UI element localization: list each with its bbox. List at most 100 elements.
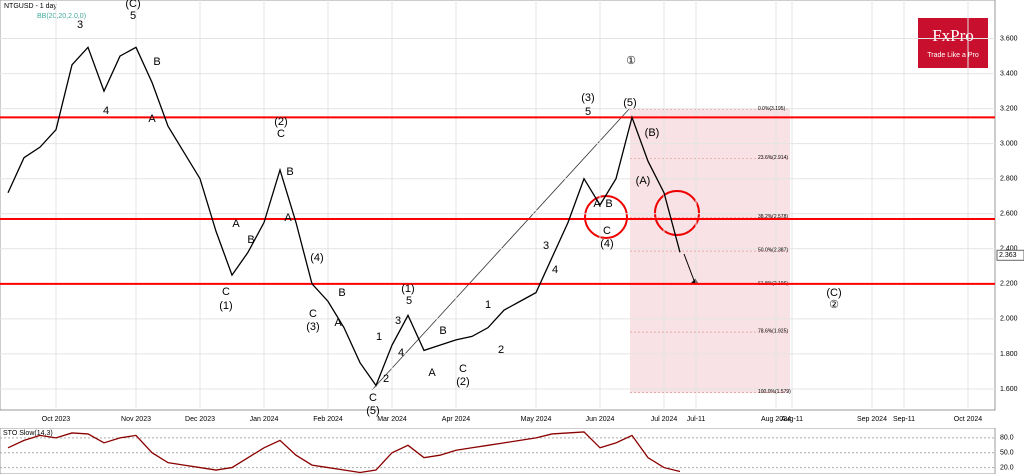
wave-label: ① xyxy=(626,55,636,67)
wave-label: B xyxy=(153,56,160,68)
wave-label: (4) xyxy=(600,238,613,250)
wave-label: C xyxy=(277,128,285,140)
wave-label: (4) xyxy=(310,252,323,264)
wave-label: A xyxy=(148,113,156,125)
fib-label: 50.0%(2.387) xyxy=(758,247,788,253)
wave-label: (5) xyxy=(623,97,636,109)
wave-label: 1 xyxy=(376,331,382,343)
wave-label: 5 xyxy=(406,295,412,307)
y-tick-label: 1.800 xyxy=(1000,351,1018,358)
y-tick-label: 3.600 xyxy=(1000,35,1018,42)
wave-label: 2 xyxy=(498,344,504,356)
wave-label: C xyxy=(309,308,317,320)
wave-label: A xyxy=(593,198,601,210)
logo: FxPro xyxy=(932,26,974,45)
x-tick-label: Apr 2024 xyxy=(442,416,471,423)
wave-label: 3 xyxy=(77,19,83,31)
wave-label: 1 xyxy=(485,299,491,311)
x-tick-label: May 2024 xyxy=(521,416,552,423)
x-tick-label: Nov 2023 xyxy=(121,416,151,423)
y-tick-label: 3.200 xyxy=(1000,105,1018,112)
stochastic-panel: STO Slow(14,3) 20.0 50.0 80.0 xyxy=(0,428,1014,474)
highlight-circle xyxy=(654,190,700,236)
wave-label: (B) xyxy=(645,127,660,139)
indicator-label: BB(20,20,2.0,0) xyxy=(37,13,86,20)
y-tick-label: 1.600 xyxy=(1000,386,1018,393)
wave-label: 4 xyxy=(552,264,558,276)
wave-label: (3) xyxy=(581,92,594,104)
wave-label: B xyxy=(247,234,254,246)
wave-label: 4 xyxy=(103,105,109,117)
logo-tagline: Trade Like a Pro xyxy=(927,52,979,59)
wave-label: (5) xyxy=(366,405,379,417)
wave-label: 5 xyxy=(585,106,591,118)
last-price-box xyxy=(996,249,1024,261)
y-tick-label: 3.000 xyxy=(1000,141,1018,148)
x-tick-label: Jul-11 xyxy=(687,416,706,423)
x-tick-label: Sep 2024 xyxy=(857,416,887,423)
wave-label: (3) xyxy=(306,321,319,333)
y-tick-label: 2.000 xyxy=(1000,316,1018,323)
x-tick-label: Jan 2024 xyxy=(250,416,279,423)
y-tick-label: 80.0 xyxy=(1000,435,1014,442)
wave-label: (1) xyxy=(401,283,414,295)
wave-label: A xyxy=(428,367,436,379)
panel-title: STO Slow(14,3) xyxy=(3,430,53,437)
fib-label: 100.0%(1.579) xyxy=(758,389,791,395)
fib-label: 23.6%(2.914) xyxy=(758,155,788,161)
wave-label: B xyxy=(338,287,345,299)
x-tick-label: Jul 2024 xyxy=(651,416,678,423)
x-tick-label: Sep-11 xyxy=(893,416,915,423)
x-tick-label: Jun 2024 xyxy=(586,416,615,423)
wave-label: (1) xyxy=(219,300,232,312)
projection-arrow xyxy=(683,253,696,284)
wave-label: 3 xyxy=(395,315,401,327)
last-price-label: 2.363 xyxy=(999,252,1017,259)
wave-label: C xyxy=(459,363,467,375)
wave-label: 2 xyxy=(383,373,389,385)
y-tick-label: 50.0 xyxy=(1000,450,1014,457)
wave-label: (C) xyxy=(125,0,140,10)
wave-label: C xyxy=(603,225,611,237)
y-tick-label: 2.400 xyxy=(1000,246,1018,253)
logo-box xyxy=(918,18,988,68)
x-tick-label: Aug-11 xyxy=(781,416,803,423)
price-line xyxy=(7,46,681,387)
wave-label: C xyxy=(222,286,230,298)
x-tick-label: Dec 2023 xyxy=(185,416,215,423)
y-tick-label: 3.400 xyxy=(1000,70,1018,77)
wave-label: A xyxy=(334,317,342,329)
wave-label: (A) xyxy=(636,175,651,187)
chart-title: NTGUSD - 1 day xyxy=(4,3,57,10)
wave-label: B xyxy=(605,198,612,210)
price-line xyxy=(7,431,681,474)
wave-label: (2) xyxy=(456,376,469,388)
wave-label: ② xyxy=(829,299,839,311)
y-tick-label: 2.800 xyxy=(1000,176,1018,183)
x-tick-label: Aug 2024 xyxy=(761,416,791,423)
y-tick-label: 2.200 xyxy=(1000,281,1018,288)
wave-label: C xyxy=(369,392,377,404)
x-tick-label: Mar 2024 xyxy=(377,416,407,423)
fib-label: 78.6%(1.925) xyxy=(758,328,788,334)
wave-label: 5 xyxy=(130,10,136,22)
wave-label: (2) xyxy=(274,116,287,128)
x-tick-label: Oct 2024 xyxy=(954,416,983,423)
price-chart: FxPro Trade Like a Pro NTGUSD - 1 day BB… xyxy=(0,0,1024,423)
wave-label: A xyxy=(284,212,292,224)
y-tick-label: 2.600 xyxy=(1000,211,1018,218)
panel-frame xyxy=(0,428,996,474)
fib-label: 38.2%(2.578) xyxy=(758,214,788,220)
wave-label: (C) xyxy=(826,287,841,299)
fib-label: 0.0%(3.195) xyxy=(758,106,786,112)
wave-label: 4 xyxy=(398,347,404,359)
wave-label: 3 xyxy=(543,240,549,252)
plot-frame xyxy=(0,0,996,411)
wave-label: B xyxy=(286,166,293,178)
wave-label: A xyxy=(232,218,240,230)
y-tick-label: 20.0 xyxy=(1000,464,1014,471)
x-tick-label: Oct 2023 xyxy=(42,416,71,423)
wave-label: B xyxy=(439,325,446,337)
x-tick-label: Feb 2024 xyxy=(313,416,343,423)
